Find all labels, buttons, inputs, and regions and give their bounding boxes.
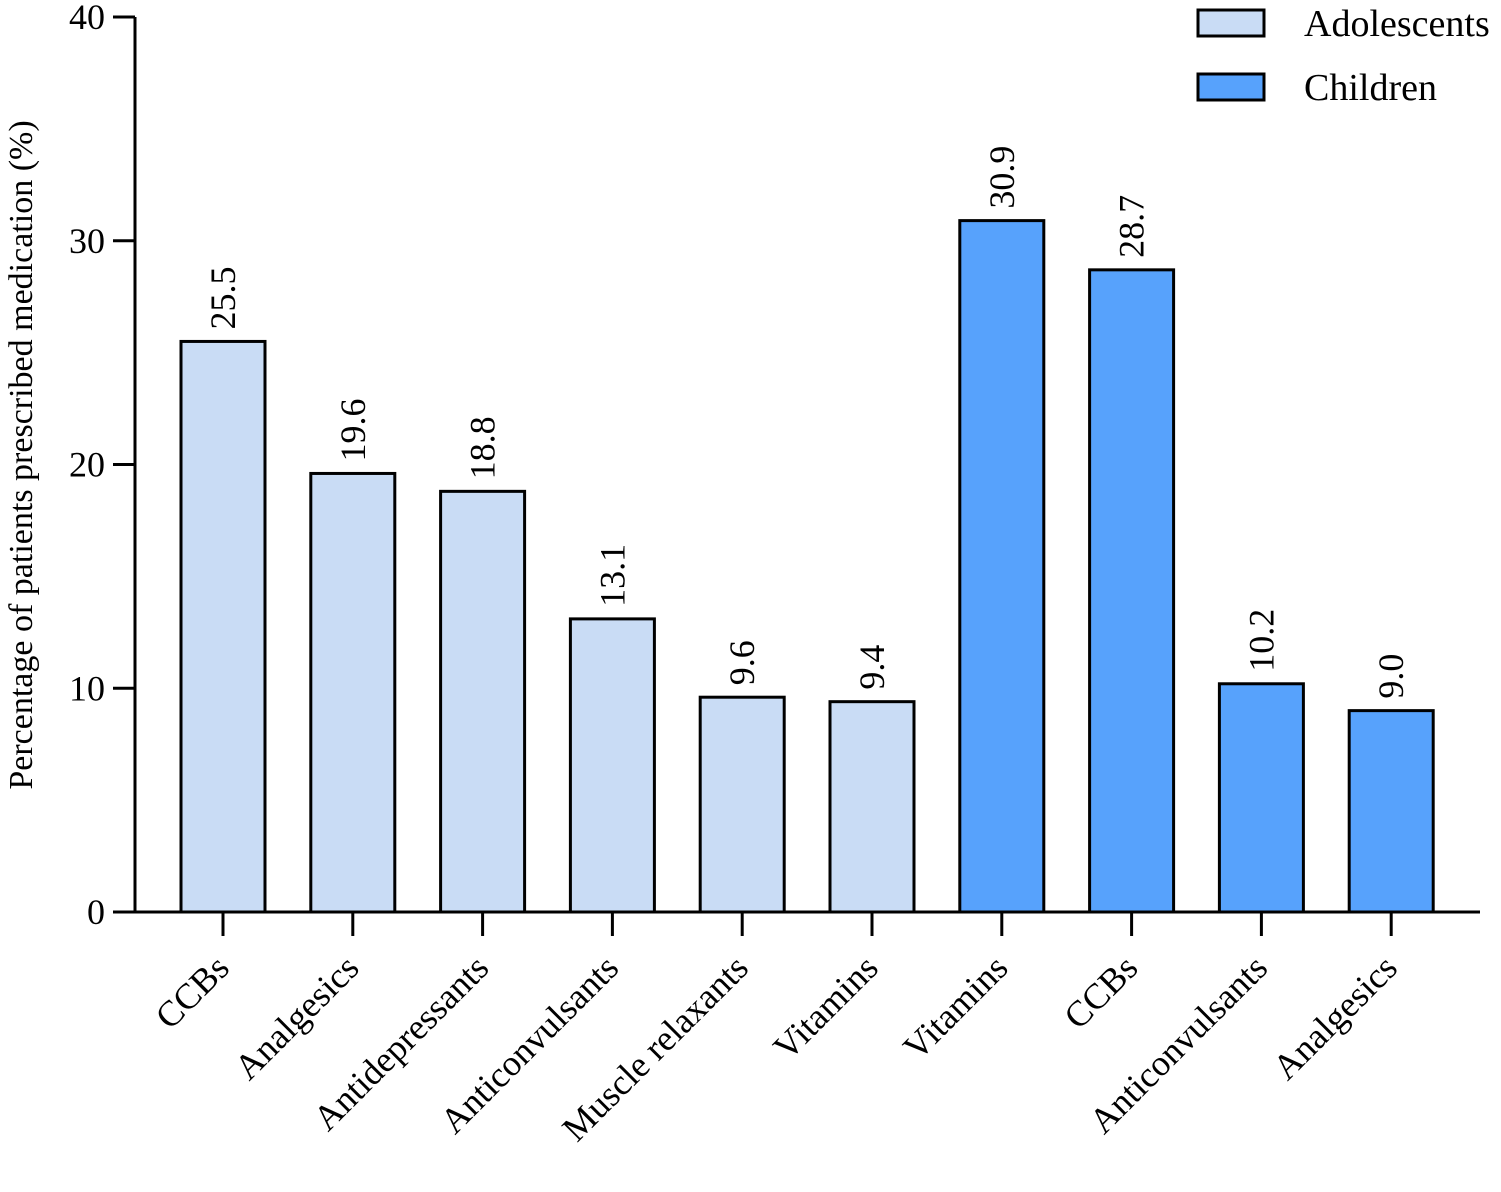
data-label: 9.6	[722, 640, 762, 685]
legend: Adolescents Children	[1196, 3, 1490, 109]
data-label: 9.4	[852, 645, 892, 690]
x-tick-label: Analgesics	[226, 947, 366, 1087]
bar	[439, 489, 527, 914]
data-label: 25.5	[203, 266, 243, 329]
legend-label: Children	[1304, 67, 1437, 109]
y-axis-title: Percentage of patients prescribed medica…	[3, 120, 40, 789]
y-tick-label: 20	[69, 445, 105, 485]
bars	[179, 219, 1435, 914]
data-label: 28.7	[1112, 195, 1152, 258]
y-tick-label: 40	[69, 0, 105, 37]
axes: 010203040CCBsAnalgesicsAntidepressantsAn…	[69, 0, 1480, 1149]
y-tick-label: 30	[69, 221, 105, 261]
data-label: 18.8	[463, 416, 503, 479]
bar	[568, 617, 656, 914]
bar	[309, 471, 397, 914]
data-label: 30.9	[982, 146, 1022, 209]
bar	[1217, 682, 1305, 914]
x-tick-label: CCBs	[148, 947, 237, 1036]
data-labels: 25.5 19.6 18.8 13.1 9.6 9.4 30.9 28.7 10.2 9.0	[203, 146, 1411, 699]
bar	[698, 695, 786, 914]
legend-swatch	[1196, 72, 1266, 102]
x-tick-label: Vitamins	[895, 947, 1015, 1067]
data-label: 10.2	[1241, 609, 1281, 672]
bar	[1347, 709, 1435, 914]
data-label: 9.0	[1371, 654, 1411, 699]
legend-swatch	[1196, 8, 1266, 38]
data-label: 19.6	[333, 398, 373, 461]
bar	[179, 339, 267, 914]
data-label: 13.1	[592, 544, 632, 607]
x-tick-label: Vitamins	[766, 947, 886, 1067]
y-tick-label: 10	[69, 668, 105, 708]
bar	[958, 219, 1046, 914]
y-tick-label: 0	[87, 892, 105, 932]
bar	[828, 700, 916, 914]
bar	[1088, 268, 1176, 914]
x-tick-label: CCBs	[1056, 947, 1145, 1036]
legend-label: Adolescents	[1304, 3, 1490, 45]
x-tick-label: Analgesics	[1265, 947, 1405, 1087]
